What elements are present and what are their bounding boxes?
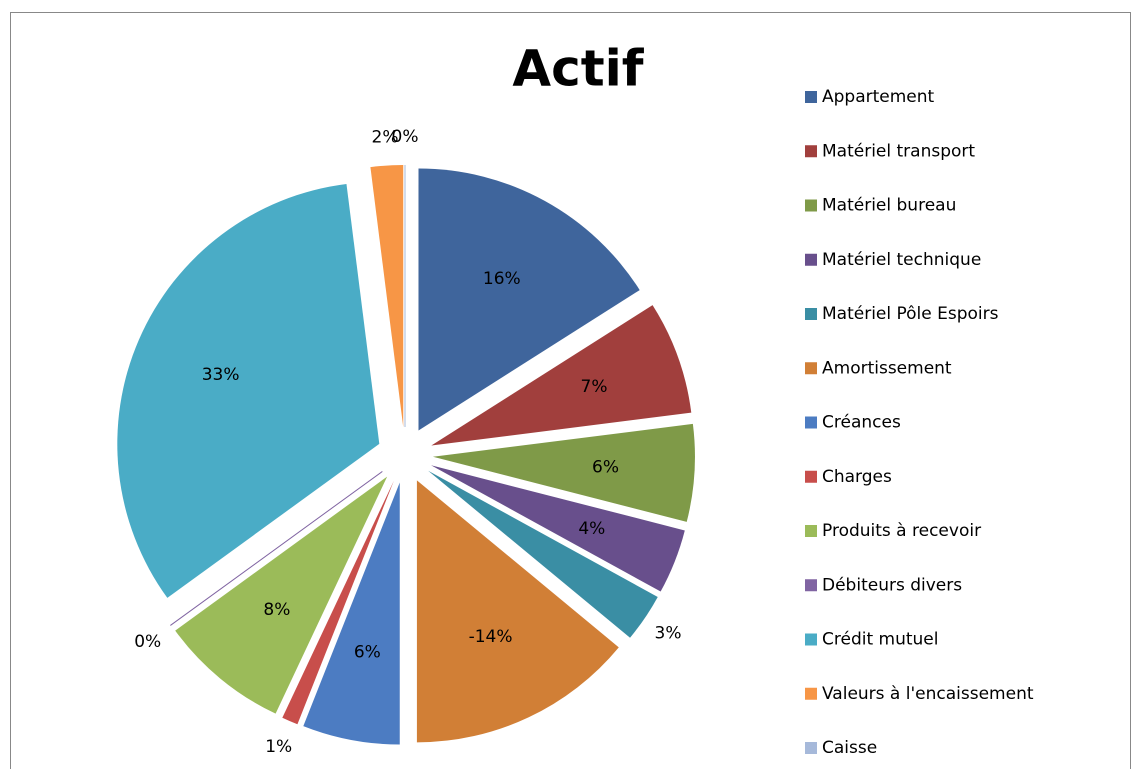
legend-swatch [805, 742, 817, 754]
data-label: 0% [392, 127, 419, 147]
data-label: 16% [483, 269, 521, 289]
legend-label: Charges [822, 467, 892, 487]
legend-label: Matériel technique [822, 250, 981, 270]
legend-swatch [805, 687, 817, 700]
legend-swatch [805, 253, 817, 266]
data-label: 8% [263, 600, 290, 620]
pie-slice [117, 183, 380, 598]
data-label: 7% [581, 377, 608, 397]
legend-swatch [805, 362, 817, 375]
data-label: 6% [592, 458, 619, 478]
legend-swatch [805, 525, 817, 537]
pie-slice [303, 482, 400, 745]
legend-label: Matériel Pôle Espoirs [822, 304, 999, 324]
legend-swatch [805, 91, 817, 103]
legend-swatch [805, 308, 817, 320]
data-label: 3% [655, 624, 682, 644]
data-label: 6% [354, 642, 381, 662]
legend-swatch [805, 633, 817, 646]
legend-label: Caisse [822, 738, 877, 758]
legend-label: Valeurs à l'encaissement [822, 684, 1034, 704]
legend-label: Débiteurs divers [822, 575, 962, 595]
pie-slice [175, 476, 388, 714]
legend-swatch [805, 145, 817, 158]
data-label: 1% [265, 737, 292, 757]
legend-label: Créances [822, 413, 901, 433]
legend-swatch [805, 199, 817, 212]
legend-swatch [805, 416, 817, 429]
legend-swatch [805, 579, 817, 592]
pie-slice [432, 423, 695, 522]
pie-slice [416, 480, 619, 743]
pie-slice [282, 480, 394, 725]
legend-label: Appartement [822, 87, 935, 107]
pie-slice [370, 165, 404, 428]
chart-title: Actif [512, 40, 644, 98]
data-label: 33% [202, 365, 240, 385]
pie-slice [418, 168, 640, 431]
legend-label: Amortissement [822, 358, 952, 378]
legend-swatch [805, 470, 817, 483]
data-label: 2% [372, 128, 399, 148]
pie-slice [428, 470, 658, 638]
legend-label: Matériel bureau [822, 196, 956, 216]
legend-label: Matériel transport [822, 141, 975, 161]
legend-label: Produits à recevoir [822, 521, 981, 541]
data-label: 0% [134, 632, 161, 652]
pie-slice [431, 305, 692, 446]
legend-label: Crédit mutuel [822, 630, 939, 650]
pie-slice [431, 465, 685, 592]
data-label: -14% [469, 627, 513, 647]
data-label: 4% [578, 519, 605, 539]
